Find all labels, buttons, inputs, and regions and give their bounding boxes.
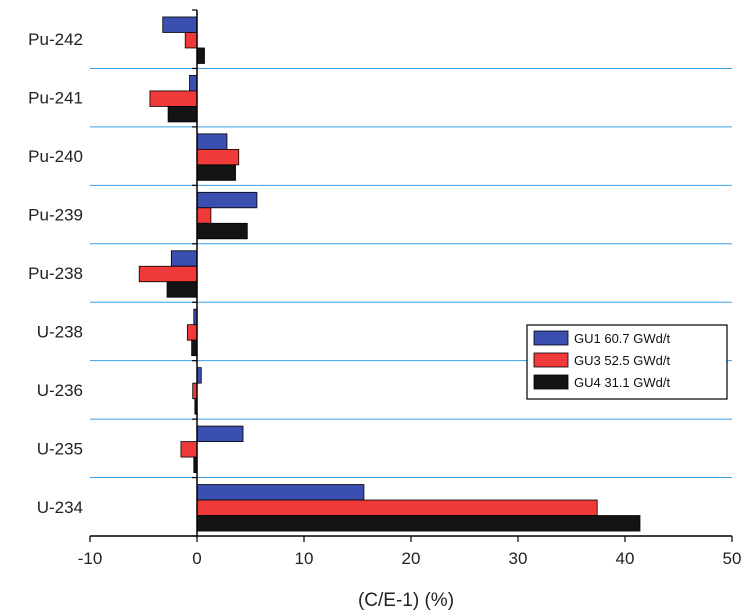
category-label: U-235 [37, 439, 83, 458]
bar-u-235-series-1 [196, 425, 244, 442]
legend-label: GU3 52.5 GWd/t [574, 353, 670, 368]
bar-marks [138, 16, 641, 532]
legend-swatch [533, 352, 569, 368]
x-tick-labels: -10 0 10 20 30 40 50 [78, 536, 742, 568]
category-label: U-236 [37, 381, 83, 400]
category-label: Pu-238 [28, 264, 83, 283]
x-tick-label: 40 [616, 549, 635, 568]
bar-pu-238-series-2 [138, 265, 198, 283]
x-tick-label: 10 [295, 549, 314, 568]
bar-u-234-series-2 [196, 499, 598, 516]
legend-label: GU1 60.7 GWd/t [574, 331, 670, 346]
legend: GU1 60.7 GWd/t GU3 52.5 GWd/t GU4 31.1 GWd… [526, 324, 728, 400]
bar-u-235-series-2 [180, 441, 198, 458]
category-label: Pu-240 [28, 147, 83, 166]
x-tick-label: 0 [192, 549, 201, 568]
legend-label: GU4 31.1 GWd/t [574, 375, 670, 390]
category-label: Pu-242 [28, 30, 83, 49]
category-labels: Pu-242 Pu-241 Pu-240 Pu-239 Pu-238 U-238 U-236… [28, 30, 83, 517]
category-label: Pu-241 [28, 89, 83, 108]
bar-pu-238-series-3 [166, 281, 198, 298]
bar-u-234-series-1 [196, 484, 365, 501]
x-tick-label: 20 [402, 549, 421, 568]
bar-pu-241-series-2 [149, 90, 198, 107]
bar-pu-241-series-1 [189, 75, 198, 92]
bar-pu-242-series-1 [162, 16, 198, 33]
bar-u-238-series-2 [186, 324, 198, 341]
category-label: U-234 [37, 498, 83, 517]
x-tick-label: -10 [78, 549, 103, 568]
x-axis-title: (C/E-1) (%) [358, 590, 454, 611]
bar-pu-240-series-1 [196, 133, 228, 150]
bar-u-234-series-3 [196, 515, 641, 532]
bar-pu-242-series-2 [184, 32, 198, 49]
bar-u-238-series-3 [191, 339, 198, 357]
bar-pu-242-series-3 [196, 47, 205, 64]
bar-pu-239-series-3 [196, 222, 248, 240]
legend-swatch [533, 330, 569, 346]
category-label: Pu-239 [28, 206, 83, 225]
bar-pu-239-series-2 [196, 207, 212, 224]
bar-pu-240-series-2 [196, 148, 240, 166]
x-tick-label: 30 [509, 549, 528, 568]
bar-pu-240-series-3 [196, 164, 236, 181]
bar-pu-239-series-1 [196, 191, 258, 209]
x-tick-label: 50 [723, 549, 742, 568]
category-label: U-238 [37, 322, 83, 341]
bar-pu-238-series-1 [170, 250, 198, 267]
bar-pu-241-series-3 [167, 106, 198, 123]
legend-swatch [533, 374, 569, 390]
